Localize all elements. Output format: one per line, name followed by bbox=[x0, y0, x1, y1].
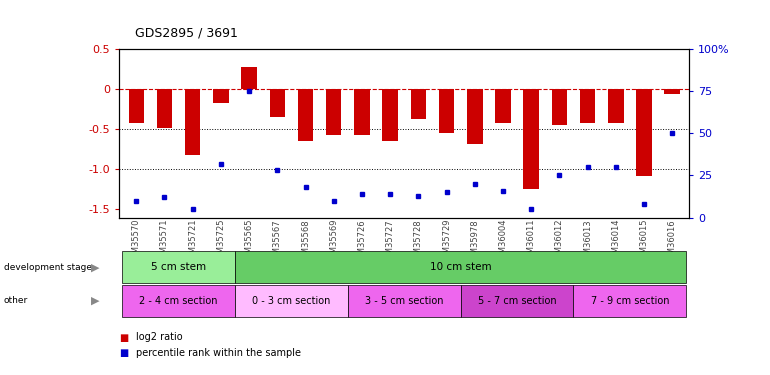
Bar bbox=[157, 89, 172, 128]
Text: development stage: development stage bbox=[4, 263, 92, 272]
Text: 2 - 4 cm section: 2 - 4 cm section bbox=[139, 296, 218, 306]
Bar bbox=[551, 89, 567, 125]
Text: percentile rank within the sample: percentile rank within the sample bbox=[136, 348, 301, 358]
Bar bbox=[636, 89, 651, 176]
Bar bbox=[383, 89, 398, 141]
Bar bbox=[129, 89, 144, 123]
Bar bbox=[298, 89, 313, 141]
Text: ▶: ▶ bbox=[91, 262, 99, 272]
Bar bbox=[326, 89, 341, 135]
Text: other: other bbox=[4, 296, 28, 305]
Bar bbox=[495, 89, 511, 123]
Text: GDS2895 / 3691: GDS2895 / 3691 bbox=[135, 26, 238, 39]
Text: ■: ■ bbox=[119, 333, 129, 342]
Bar bbox=[665, 89, 680, 94]
Text: 3 - 5 cm section: 3 - 5 cm section bbox=[365, 296, 444, 306]
Bar bbox=[467, 89, 483, 144]
Bar bbox=[580, 89, 595, 123]
Text: 5 - 7 cm section: 5 - 7 cm section bbox=[477, 296, 557, 306]
Text: 10 cm stem: 10 cm stem bbox=[430, 262, 491, 272]
Text: 0 - 3 cm section: 0 - 3 cm section bbox=[253, 296, 330, 306]
Bar bbox=[354, 89, 370, 135]
Bar bbox=[241, 67, 257, 89]
Bar bbox=[185, 89, 200, 155]
Text: ▶: ▶ bbox=[91, 296, 99, 306]
Text: 5 cm stem: 5 cm stem bbox=[151, 262, 206, 272]
Bar bbox=[410, 89, 426, 120]
Text: 7 - 9 cm section: 7 - 9 cm section bbox=[591, 296, 669, 306]
Text: ■: ■ bbox=[119, 348, 129, 358]
Text: log2 ratio: log2 ratio bbox=[136, 333, 183, 342]
Bar bbox=[608, 89, 624, 123]
Bar bbox=[270, 89, 285, 117]
Bar bbox=[524, 89, 539, 189]
Bar bbox=[439, 89, 454, 133]
Bar bbox=[213, 89, 229, 104]
